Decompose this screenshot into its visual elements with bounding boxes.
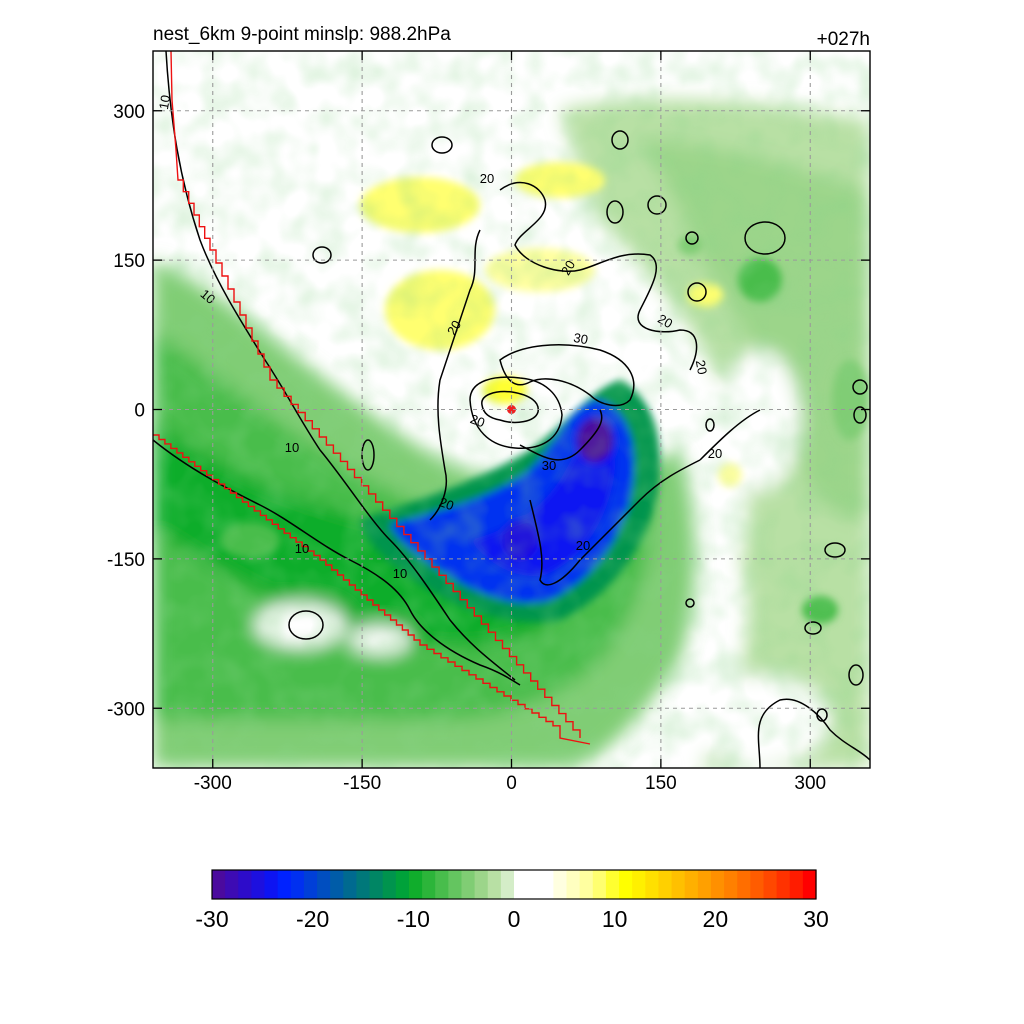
- colorbar-swatch: [789, 870, 804, 899]
- colorbar-swatch: [737, 870, 751, 899]
- colorbar-swatch: [566, 870, 581, 899]
- colorbar-swatch: [290, 870, 305, 899]
- colorbar-swatch: [251, 870, 266, 899]
- contour-label: 10: [156, 94, 173, 111]
- colorbar-swatch: [527, 870, 541, 899]
- y-tick-label: -300: [107, 699, 145, 720]
- colorbar-swatch: [710, 870, 725, 899]
- shaded-field: [153, 51, 870, 768]
- colorbar-swatch: [317, 870, 331, 899]
- colorbar-swatch: [724, 870, 738, 899]
- colorbar-swatch: [671, 870, 686, 899]
- colorbar-tick-label: -10: [397, 906, 430, 932]
- colorbar-swatch: [225, 870, 239, 899]
- contour-label: 20: [558, 258, 578, 278]
- colorbar-swatch: [750, 870, 765, 899]
- colorbar-swatch: [277, 870, 292, 899]
- colorbar-swatch: [684, 870, 699, 899]
- colorbar-swatch: [697, 870, 712, 899]
- colorbar-swatch: [330, 870, 344, 899]
- contour-label: 30: [572, 330, 589, 347]
- contour-label: 20: [576, 538, 590, 553]
- colorbar-swatch: [776, 870, 791, 899]
- colorbar-swatch: [238, 870, 252, 899]
- colorbar-tick-label: -20: [296, 906, 329, 932]
- colorbar-swatch: [802, 870, 817, 899]
- storm-center-dot: [507, 405, 516, 414]
- colorbar-swatch: [619, 870, 633, 899]
- colorbar-swatch: [579, 870, 594, 899]
- colorbar-swatch: [474, 870, 489, 899]
- x-tick-label: -150: [343, 773, 381, 794]
- contour-label: 20: [655, 311, 675, 331]
- colorbar-swatch: [422, 870, 436, 899]
- colorbar-swatch: [487, 870, 502, 899]
- colorbar-swatch: [540, 870, 554, 899]
- colorbar-swatch: [435, 870, 449, 899]
- x-tick-label: 300: [794, 773, 826, 794]
- axis-ticks: -300 -150 0 150 300 300 150 0 -150 -300: [107, 51, 870, 794]
- x-tick-label: -300: [194, 773, 232, 794]
- contour-label: 10: [295, 541, 309, 556]
- colorbar-swatch: [369, 870, 384, 899]
- colorbar-swatch: [448, 870, 463, 899]
- contour-label: 20: [437, 494, 456, 513]
- colorbar-tick-label: 30: [803, 906, 829, 932]
- contour-label: 20: [444, 318, 464, 338]
- colorbar-swatch: [763, 870, 778, 899]
- colorbar-tick-label: 0: [508, 906, 521, 932]
- y-tick-label: 300: [113, 102, 145, 123]
- x-tick-label: 150: [645, 773, 677, 794]
- colorbar-swatch: [645, 870, 660, 899]
- colorbar-swatch: [658, 870, 673, 899]
- contour-label: 10: [393, 566, 407, 581]
- colorbar-swatch: [356, 870, 371, 899]
- contour-label: 20: [468, 411, 487, 430]
- y-tick-label: 150: [113, 251, 145, 272]
- colorbar-swatch: [553, 870, 568, 899]
- colorbar-swatch: [264, 870, 279, 899]
- contour-label: 20: [708, 446, 722, 461]
- colorbar-swatch: [395, 870, 410, 899]
- coastline-north: [170, 51, 581, 738]
- colorbar-tick-label: 20: [703, 906, 729, 932]
- colorbar-swatch: [605, 870, 620, 899]
- colorbar-swatch: [500, 870, 515, 899]
- y-tick-label: 0: [134, 401, 145, 422]
- colorbar-swatch: [343, 870, 358, 899]
- colorbar-swatch: [408, 870, 423, 899]
- x-tick-label: 0: [506, 773, 517, 794]
- coastline-south: [153, 434, 591, 745]
- forecast-hour-label: +027h: [817, 29, 870, 50]
- contour-label: 10: [285, 440, 299, 455]
- colorbar-swatch: [632, 870, 646, 899]
- contour-label: 30: [542, 458, 556, 473]
- colorbar-swatch: [514, 870, 528, 899]
- y-tick-label: -150: [107, 550, 145, 571]
- colorbar-swatch: [303, 870, 318, 899]
- colorbar-tick-label: -30: [195, 906, 228, 932]
- colorbar-swatch: [212, 870, 226, 899]
- contour-label: 20: [693, 359, 710, 376]
- colorbar-swatch: [382, 870, 397, 899]
- colorbar-swatch: [461, 870, 476, 899]
- contour-label: 20: [480, 171, 494, 186]
- chart-title: nest_6km 9-point minslp: 988.2hPa: [153, 24, 451, 45]
- colorbar-swatch: [592, 870, 607, 899]
- coastline: [153, 51, 591, 745]
- colorbar-tick-label: 10: [602, 906, 628, 932]
- colorbar: -30 -20 -10 0 10 20 30: [195, 869, 829, 932]
- colorbar-frame: [211, 869, 817, 900]
